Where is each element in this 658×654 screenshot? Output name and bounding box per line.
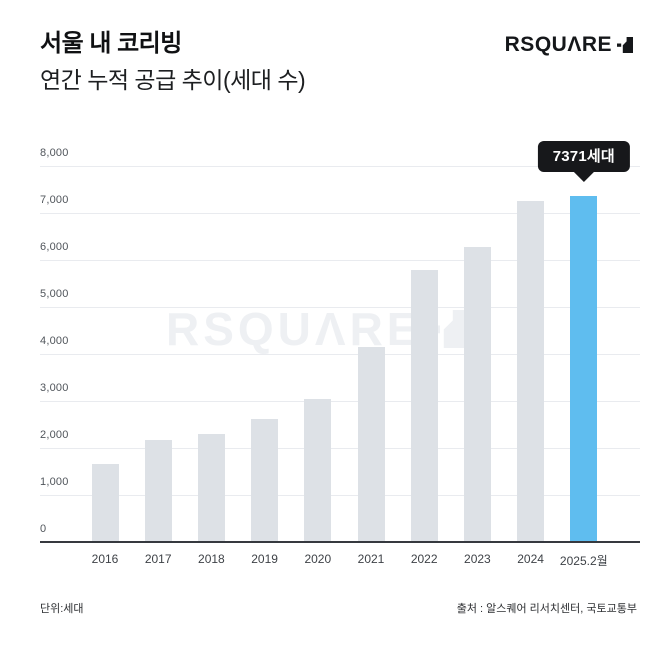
page-title: 서울 내 코리빙 bbox=[40, 30, 182, 57]
x-axis-tick-label: 2022 bbox=[410, 552, 438, 566]
gridline-6000 bbox=[40, 260, 640, 261]
x-axis-tick-label: 2016 bbox=[91, 552, 119, 566]
rsquare-logo-mark-icon bbox=[617, 37, 633, 53]
x-axis-tick-label: 2024 bbox=[517, 552, 544, 566]
gridline-8000 bbox=[40, 166, 640, 167]
y-axis-tick-label: 8,000 bbox=[40, 147, 69, 159]
y-axis-tick-label: 5,000 bbox=[40, 288, 69, 300]
x-axis-line bbox=[40, 541, 640, 543]
x-axis-tick-label: 2021 bbox=[357, 552, 385, 566]
bar-2021 bbox=[357, 346, 385, 542]
value-callout-label: 7371세대 bbox=[537, 140, 630, 172]
gridline-5000 bbox=[40, 307, 640, 308]
bar-2020 bbox=[304, 398, 332, 542]
bar-2017 bbox=[144, 440, 172, 542]
rsquare-logo-text: RSQUΛRE bbox=[504, 33, 612, 56]
gridline-2000 bbox=[40, 448, 640, 449]
watermark-text: RSQUΛRE bbox=[166, 303, 422, 355]
gridline-1000 bbox=[40, 495, 640, 496]
y-axis-tick-label: 1,000 bbox=[40, 476, 69, 488]
value-callout-pointer-icon bbox=[572, 170, 595, 182]
y-axis-tick-label: 4,000 bbox=[40, 335, 69, 347]
rsquare-logo: RSQUΛRE bbox=[505, 33, 633, 57]
bar-2024 bbox=[517, 200, 545, 542]
x-axis-tick-label: 2017 bbox=[144, 552, 172, 566]
watermark: RSQUΛRE bbox=[166, 302, 469, 356]
gridline-7000 bbox=[40, 213, 640, 214]
x-axis-tick-label: 2018 bbox=[198, 552, 225, 566]
x-axis-tick-label: 2020 bbox=[304, 552, 332, 566]
y-axis-tick-label: 7,000 bbox=[40, 194, 69, 206]
y-axis-tick-label: 2,000 bbox=[40, 429, 69, 441]
bar-2023 bbox=[463, 246, 491, 542]
bar-2022 bbox=[410, 270, 438, 542]
gridline-4000 bbox=[40, 354, 640, 355]
page-subtitle: 연간 누적 공급 추이(세대 수) bbox=[40, 67, 306, 94]
x-axis-tick-label: 2019 bbox=[251, 552, 278, 566]
unit-label: 단위:세대 bbox=[40, 603, 84, 615]
x-axis-tick-label: 2025.2월 bbox=[559, 554, 608, 568]
value-callout: 7371세대 bbox=[537, 140, 630, 182]
bar-2016 bbox=[91, 463, 119, 542]
bar-highlighted-2025.2월 bbox=[570, 195, 598, 542]
bar-2018 bbox=[197, 433, 225, 542]
x-axis-tick-label: 2023 bbox=[464, 552, 491, 566]
source-label: 출처 : 알스퀘어 리서치센터, 국토교통부 bbox=[456, 603, 637, 615]
y-axis-tick-label: 6,000 bbox=[40, 241, 69, 253]
y-axis-tick-label: 0 bbox=[40, 523, 47, 535]
gridline-3000 bbox=[40, 401, 640, 402]
bar-2019 bbox=[251, 418, 279, 542]
header: 서울 내 코리빙 연간 누적 공급 추이(세대 수) bbox=[40, 28, 306, 96]
y-axis-tick-label: 3,000 bbox=[40, 382, 69, 394]
bar-chart-plot-area: RSQUΛRE 8,000 7,000 6,000 5,000 4,000 3,000 2,… bbox=[40, 140, 640, 568]
